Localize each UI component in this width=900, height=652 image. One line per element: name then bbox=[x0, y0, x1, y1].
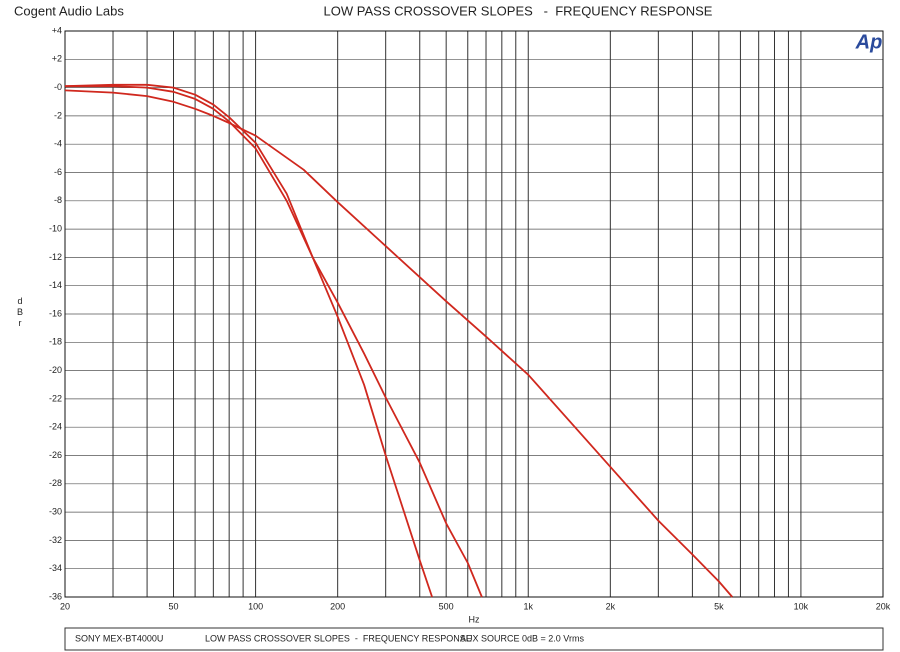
footer-device: SONY MEX-BT4000U bbox=[75, 633, 163, 643]
y-tick-label: -28 bbox=[49, 478, 62, 488]
plot-frame bbox=[64, 30, 884, 598]
y-tick-label: -26 bbox=[49, 450, 62, 460]
x-tick-label: 50 bbox=[168, 601, 178, 611]
x-tick-label: 1k bbox=[523, 601, 533, 611]
y-tick-label: -8 bbox=[54, 195, 62, 205]
footer-box bbox=[64, 627, 884, 651]
y-tick-label: -12 bbox=[49, 252, 62, 262]
x-tick-label: 100 bbox=[248, 601, 263, 611]
response-curve bbox=[65, 85, 483, 598]
chart-title: LOW PASS CROSSOVER SLOPES - FREQUENCY RE… bbox=[324, 3, 713, 18]
brand: Cogent Audio Labs bbox=[14, 3, 124, 18]
y-tick-label: -18 bbox=[49, 337, 62, 347]
y-tick-label: -36 bbox=[49, 591, 62, 601]
y-tick-label: +2 bbox=[52, 54, 62, 64]
y-tick-label: -20 bbox=[49, 365, 62, 375]
x-axis-label: Hz bbox=[469, 614, 480, 624]
y-tick-label: -32 bbox=[49, 535, 62, 545]
y-tick-label: -4 bbox=[54, 139, 62, 149]
y-tick-label: -0 bbox=[54, 82, 62, 92]
footer-reference: 0dB = 2.0 Vrms bbox=[522, 633, 584, 643]
y-tick-label: -14 bbox=[49, 280, 62, 290]
y-axis-label: dBr bbox=[16, 296, 23, 328]
x-tick-label: 5k bbox=[714, 601, 724, 611]
y-tick-label: -22 bbox=[49, 393, 62, 403]
y-tick-label: -10 bbox=[49, 223, 62, 233]
y-tick-label: -6 bbox=[54, 167, 62, 177]
response-curve bbox=[64, 83, 433, 598]
x-tick-label: 500 bbox=[439, 601, 454, 611]
x-tick-label: 20 bbox=[60, 601, 70, 611]
y-tick-label: -24 bbox=[49, 422, 62, 432]
y-tick-label: -2 bbox=[54, 110, 62, 120]
footer-source: AUX SOURCE bbox=[460, 633, 520, 643]
y-tick-label: -30 bbox=[49, 506, 62, 516]
x-tick-label: 10k bbox=[794, 601, 809, 611]
y-tick-label: -34 bbox=[49, 563, 62, 573]
logo: Ap bbox=[855, 31, 883, 53]
x-tick-label: 20k bbox=[876, 601, 891, 611]
x-tick-label: 2k bbox=[606, 601, 616, 611]
y-tick-label: +4 bbox=[52, 25, 62, 35]
response-curve bbox=[64, 89, 733, 598]
footer-title: LOW PASS CROSSOVER SLOPES - FREQUENCY RE… bbox=[205, 633, 472, 643]
y-tick-label: -16 bbox=[49, 308, 62, 318]
x-tick-label: 200 bbox=[330, 601, 345, 611]
